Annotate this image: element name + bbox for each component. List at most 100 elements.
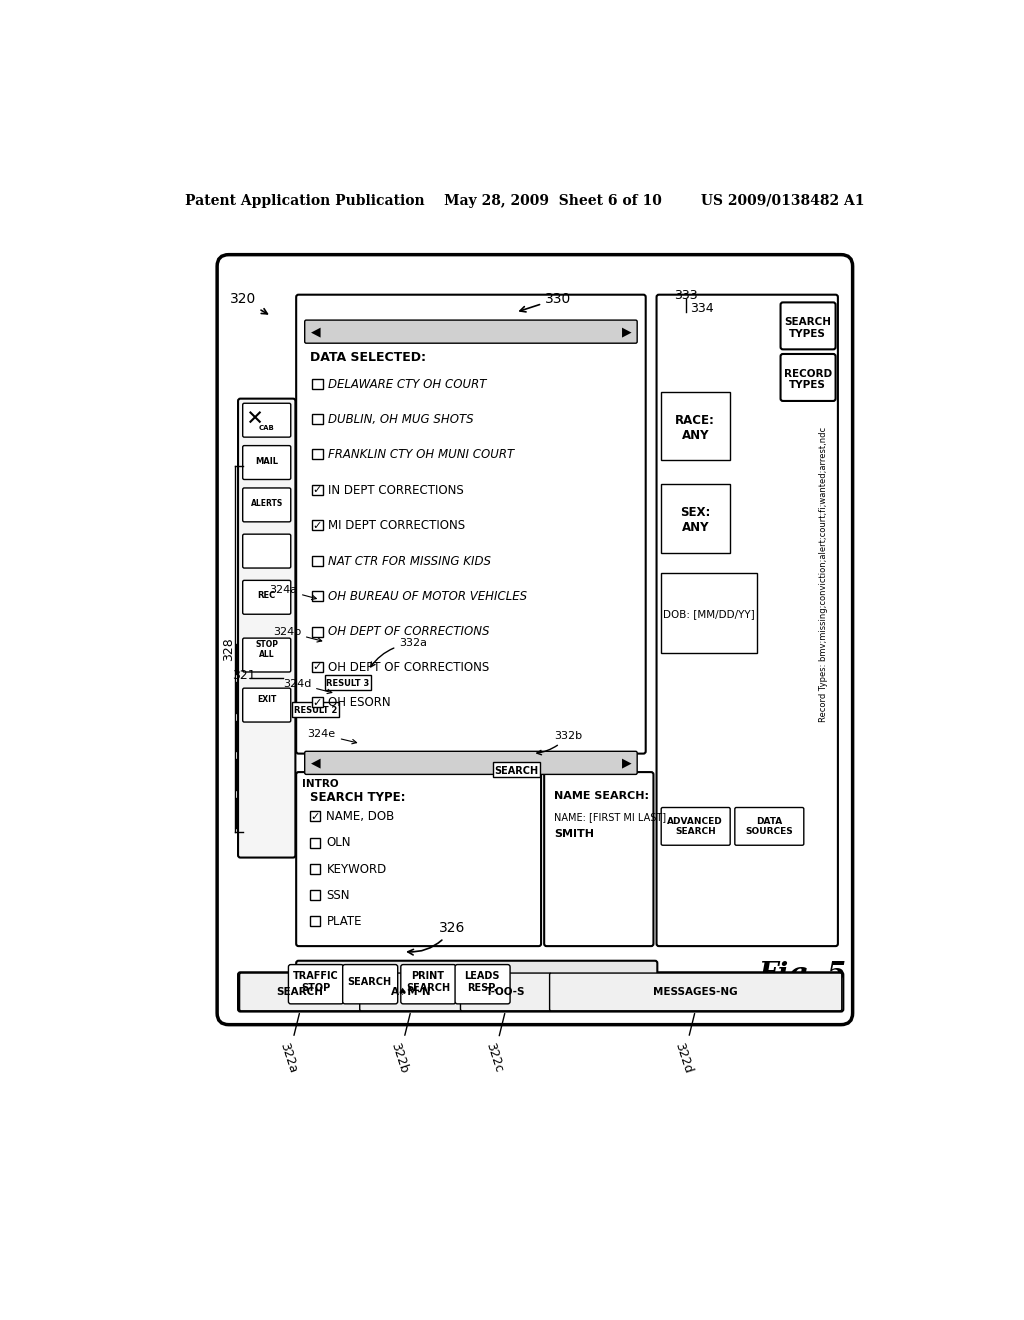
Text: ADVANCED
SEARCH: ADVANCED SEARCH [668,817,723,837]
Text: 334: 334 [690,302,714,315]
FancyBboxPatch shape [662,392,730,461]
Text: 322b: 322b [388,1014,411,1074]
Text: DELAWARE CTY OH COURT: DELAWARE CTY OH COURT [328,378,486,391]
Text: 324b: 324b [272,627,322,642]
Text: IN DEPT CORRECTIONS: IN DEPT CORRECTIONS [328,483,464,496]
FancyBboxPatch shape [662,573,758,653]
FancyBboxPatch shape [780,354,836,401]
FancyBboxPatch shape [780,302,836,350]
FancyBboxPatch shape [238,973,844,1011]
FancyBboxPatch shape [296,294,646,754]
Text: 322a: 322a [278,1014,299,1074]
Text: 326: 326 [408,921,465,954]
Text: DATA
SOURCES: DATA SOURCES [745,817,793,837]
Text: ✓: ✓ [312,520,323,531]
Text: SEX:
ANY: SEX: ANY [680,507,711,535]
Bar [312,520,323,531]
Text: DUBLIN, OH MUG SHOTS: DUBLIN, OH MUG SHOTS [328,413,473,426]
Text: KEYWORD: KEYWORD [327,862,387,875]
Text: ◀: ◀ [310,325,321,338]
Text: SEARCH
TYPES: SEARCH TYPES [784,317,831,339]
Text: OLN: OLN [327,837,351,850]
Text: 324a: 324a [269,585,316,599]
FancyBboxPatch shape [243,688,291,722]
Text: A♠M-N: A♠M-N [390,987,431,997]
Text: ◀: ◀ [310,756,321,770]
Text: Patent Application Publication    May 28, 2009  Sheet 6 of 10        US 2009/013: Patent Application Publication May 28, 2… [185,194,864,207]
FancyBboxPatch shape [359,973,462,1011]
Text: TRAFFIC
STOP: TRAFFIC STOP [293,972,338,993]
FancyBboxPatch shape [735,808,804,845]
FancyBboxPatch shape [662,808,730,845]
Text: SEARCH: SEARCH [276,987,324,997]
Text: STOP
ALL: STOP ALL [255,640,279,660]
Text: ▶: ▶ [622,756,631,770]
Bar [310,890,321,900]
Text: RACE:
ANY: RACE: ANY [676,414,715,442]
Text: Fig. 5: Fig. 5 [758,961,846,989]
Text: 330: 330 [520,292,571,312]
Text: OH BUREAU OF MOTOR VEHICLES: OH BUREAU OF MOTOR VEHICLES [328,590,527,603]
FancyBboxPatch shape [289,965,343,1003]
FancyBboxPatch shape [550,973,842,1011]
Text: LEADS
RESP.: LEADS RESP. [465,972,500,993]
Text: 324d: 324d [283,678,332,693]
Text: 320: 320 [229,292,267,314]
Bar [312,414,323,424]
Text: OH ESORN: OH ESORN [328,696,390,709]
Text: 322d: 322d [673,1014,694,1074]
Text: ✓: ✓ [312,486,323,495]
Bar [312,697,323,708]
FancyBboxPatch shape [217,255,853,1024]
FancyBboxPatch shape [243,638,291,672]
FancyBboxPatch shape [455,965,510,1003]
Text: FRANKLIN CTY OH MUNI COURT: FRANKLIN CTY OH MUNI COURT [328,449,514,462]
Text: NAT CTR FOR MISSING KIDS: NAT CTR FOR MISSING KIDS [328,554,490,568]
Text: MAIL: MAIL [255,457,279,466]
Text: SEARCH: SEARCH [495,766,539,776]
Text: PLATE: PLATE [327,915,361,928]
FancyBboxPatch shape [544,772,653,946]
Text: MI DEPT CORRECTIONS: MI DEPT CORRECTIONS [328,519,465,532]
Text: 332b: 332b [537,731,583,755]
Text: SSN: SSN [327,888,350,902]
Text: OH DEPT OF CORRECTIONS: OH DEPT OF CORRECTIONS [328,626,489,639]
Text: RESULT 3: RESULT 3 [327,678,370,688]
Text: CAB: CAB [259,425,274,430]
Text: ALERTS: ALERTS [251,499,283,508]
Text: MESSAGES-NG: MESSAGES-NG [653,987,737,997]
FancyBboxPatch shape [296,772,541,946]
Bar [312,627,323,636]
Text: 328: 328 [222,638,236,661]
Text: DATA SELECTED:: DATA SELECTED: [310,351,426,363]
Text: ✓: ✓ [312,663,323,672]
FancyBboxPatch shape [243,535,291,568]
Text: SEARCH TYPE:: SEARCH TYPE: [310,791,406,804]
Bar [310,916,321,927]
Text: OH DEPT OF CORRECTIONS: OH DEPT OF CORRECTIONS [328,661,489,675]
Bar [310,838,321,847]
FancyBboxPatch shape [343,965,397,1003]
FancyBboxPatch shape [243,446,291,479]
Text: ✓: ✓ [312,698,323,708]
FancyBboxPatch shape [493,762,540,777]
FancyBboxPatch shape [238,399,295,858]
Bar [310,812,321,821]
Text: NAME SEARCH:: NAME SEARCH: [554,791,649,801]
Text: PRINT
SEARCH: PRINT SEARCH [406,972,450,993]
Text: NAME: [FIRST MI LAST]: NAME: [FIRST MI LAST] [554,812,667,822]
Text: Record Types: bmv;missing;conviction;alert;court;fi;wanted;arrest,ndc: Record Types: bmv;missing;conviction;ale… [819,426,828,722]
FancyBboxPatch shape [325,675,372,690]
Text: T-OO-S: T-OO-S [485,987,525,997]
Text: DOB: [MM/DD/YY]: DOB: [MM/DD/YY] [664,610,755,619]
FancyBboxPatch shape [296,961,657,1007]
Text: 321: 321 [232,669,256,682]
Text: RESULT 2: RESULT 2 [294,706,337,715]
FancyBboxPatch shape [243,581,291,614]
Text: 333: 333 [674,289,697,302]
FancyBboxPatch shape [662,484,730,553]
FancyBboxPatch shape [292,702,339,718]
Bar [312,556,323,566]
Text: SMITH: SMITH [554,829,594,840]
Text: RECORD
TYPES: RECORD TYPES [783,368,831,391]
